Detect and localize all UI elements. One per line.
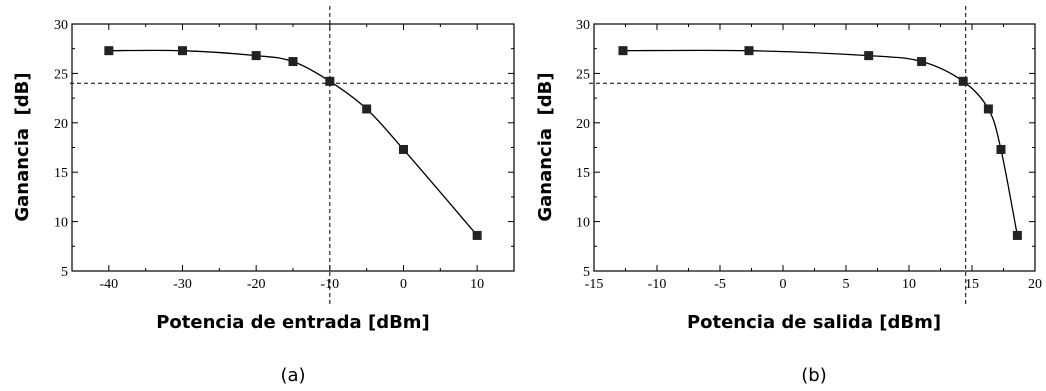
data-point xyxy=(744,46,754,56)
x-tick-label: 0 xyxy=(780,277,787,292)
data-point xyxy=(325,76,335,86)
panel-caption: (a) xyxy=(280,365,305,386)
series-line xyxy=(108,49,478,236)
x-tick-label: 0 xyxy=(400,277,407,292)
x-tick-label: 10 xyxy=(902,277,916,292)
data-point xyxy=(362,104,372,114)
y-tick-label: 20 xyxy=(54,117,68,132)
y-tick-label: 10 xyxy=(54,216,68,231)
data-point xyxy=(288,57,298,67)
data-point xyxy=(864,51,874,61)
data-point xyxy=(983,104,993,114)
data-point xyxy=(472,230,482,240)
data-point xyxy=(104,46,114,56)
data-point xyxy=(917,57,927,67)
series-line xyxy=(622,49,1018,236)
data-point xyxy=(399,144,408,154)
y-tick-label: 25 xyxy=(576,67,590,82)
x-tick-label: -30 xyxy=(173,277,192,292)
x-tick-label: -40 xyxy=(99,277,118,292)
x-tick-label: 10 xyxy=(470,277,484,292)
y-tick-label: 15 xyxy=(54,166,68,181)
y-axis-title: Ganancia [dB] xyxy=(535,72,556,221)
x-axis-title: Potencia de salida [dBm] xyxy=(687,312,941,333)
y-tick-label: 10 xyxy=(576,216,590,231)
plot-frame xyxy=(593,23,1036,272)
x-tick-label: 5 xyxy=(843,277,850,292)
x-tick-label: -10 xyxy=(320,277,339,292)
y-tick-label: 20 xyxy=(576,117,590,132)
x-tick-label: -10 xyxy=(648,277,667,292)
y-tick-label: 30 xyxy=(54,18,68,33)
data-point xyxy=(958,76,968,86)
data-point xyxy=(996,144,1006,154)
x-tick-label: 20 xyxy=(1028,277,1042,292)
x-tick-label: -20 xyxy=(247,277,266,292)
y-tick-label: 15 xyxy=(576,166,590,181)
y-tick-label: 5 xyxy=(583,265,590,280)
data-point xyxy=(618,46,628,56)
data-point xyxy=(1012,230,1022,240)
chart-panel-a: -40 -30 -20 -10 0 10 5 10 15 20 25 30 Ganancia [dB] P… xyxy=(12,6,515,386)
data-point xyxy=(251,51,261,61)
x-tick-label: 15 xyxy=(965,277,979,292)
chart-panel-b: -15 -10 -5 0 5 10 15 20 5 10 15 20 25 30 Ganancia [dB]… xyxy=(535,6,1042,386)
y-tick-label: 25 xyxy=(54,67,68,82)
x-axis-title: Potencia de entrada [dBm] xyxy=(156,312,430,333)
data-point xyxy=(178,46,187,56)
y-axis-title: Ganancia [dB] xyxy=(12,72,33,221)
x-tick-label: -5 xyxy=(714,277,726,292)
x-tick-label: -15 xyxy=(585,277,604,292)
y-tick-label: 30 xyxy=(576,18,590,33)
panel-caption: (b) xyxy=(801,365,826,386)
y-tick-label: 5 xyxy=(61,265,68,280)
